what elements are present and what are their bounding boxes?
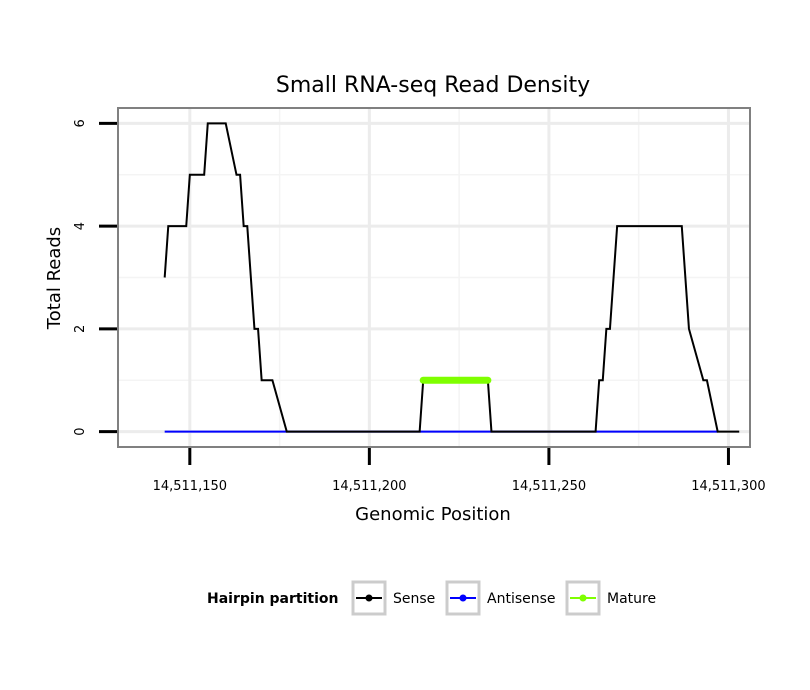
legend-item-antisense: Antisense — [445, 580, 556, 616]
legend-item-sense: Sense — [351, 580, 435, 616]
y-tick-label: 4 — [73, 222, 88, 230]
y-tick-label: 2 — [73, 325, 88, 333]
x-tick-label: 14,511,250 — [512, 479, 586, 494]
legend-item-mature: Mature — [565, 580, 656, 616]
y-axis: 0 2 4 6 — [73, 119, 117, 436]
legend-key-point — [365, 594, 373, 602]
legend: Hairpin partition Sense Antisense Mature — [207, 580, 656, 616]
x-axis-title: Genomic Position — [355, 504, 511, 525]
y-tick-label: 0 — [73, 427, 88, 435]
legend-key-box — [565, 580, 601, 616]
legend-key-point — [459, 594, 467, 602]
legend-label: Antisense — [487, 591, 556, 607]
legend-key-point — [579, 594, 587, 602]
legend-label: Sense — [393, 591, 435, 607]
y-axis-title: Total Reads — [44, 227, 65, 330]
x-tick-label: 14,511,150 — [153, 479, 227, 494]
x-tick-label: 14,511,300 — [691, 479, 765, 494]
legend-label: Mature — [607, 591, 656, 607]
legend-title: Hairpin partition — [207, 591, 338, 607]
y-tick-label: 6 — [73, 119, 88, 127]
x-axis: 14,511,150 14,511,200 14,511,250 14,511,300 — [153, 448, 766, 494]
chart-title: Small RNA-seq Read Density — [276, 73, 590, 98]
x-tick-label: 14,511,200 — [332, 479, 406, 494]
series-line-sense — [163, 122, 740, 433]
plot-panel-border — [117, 107, 751, 448]
series-lines — [163, 122, 740, 433]
